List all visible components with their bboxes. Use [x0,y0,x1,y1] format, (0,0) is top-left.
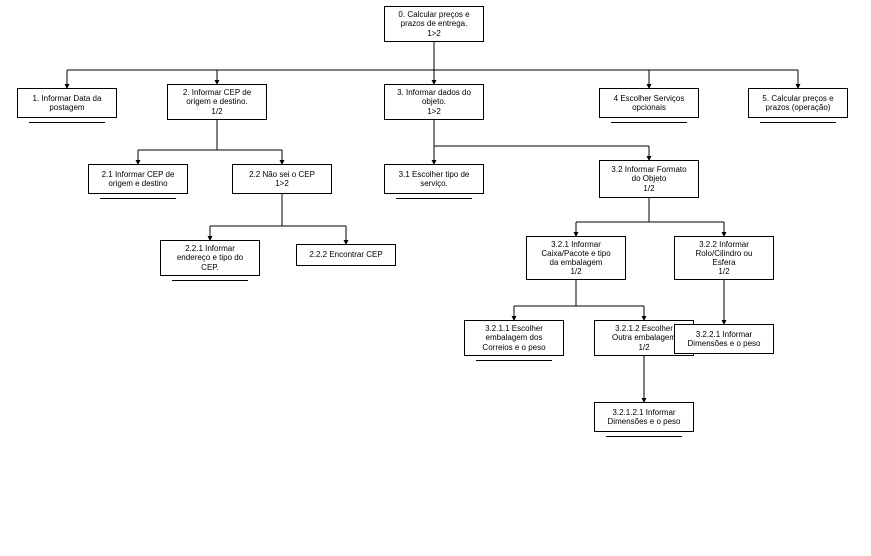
node-n321: 3.2.1 Informar Caixa/Pacote e tipo da em… [526,236,626,280]
node-n3221: 3.2.2.1 Informar Dimensões e o peso [674,324,774,354]
node-n0: 0. Calcular preços e prazos de entrega. … [384,6,484,42]
node-n22: 2.2 Não sei o CEP 1>2 [232,164,332,194]
node-label: 2.1 Informar CEP de origem e destino [102,170,175,188]
node-label: 3.2.1.2 Escolher Outra embalagem 1/2 [612,324,676,352]
node-n4: 4 Escolher Serviços opcionais [599,88,699,118]
node-n3211: 3.2.1.1 Escolher embalagem dos Correios … [464,320,564,356]
node-n3: 3. Informar dados do objeto. 1>2 [384,84,484,120]
node-n5: 5. Calcular preços e prazos (operação) [748,88,848,118]
node-n31: 3.1 Escolher tipo de serviço. [384,164,484,194]
node-label: 1. Informar Data da postagem [33,94,102,112]
node-label: 3.2.2.1 Informar Dimensões e o peso [688,330,761,348]
node-underline [606,436,682,437]
node-underline [29,122,105,123]
node-label: 2. Informar CEP de origem e destino. 1/2 [183,88,251,116]
node-n32: 3.2 Informar Formato do Objeto 1/2 [599,160,699,198]
node-label: 3.2.1 Informar Caixa/Pacote e tipo da em… [541,240,610,277]
node-label: 3.2.2 Informar Rolo/Cilindro ou Esfera 1… [696,240,753,277]
node-label: 4 Escolher Serviços opcionais [614,94,685,112]
node-label: 5. Calcular preços e prazos (operação) [762,94,833,112]
node-label: 2.2 Não sei o CEP 1>2 [249,170,315,188]
node-label: 2.2.1 Informar endereço e tipo do CEP. [177,244,243,272]
node-label: 3. Informar dados do objeto. 1>2 [397,88,471,116]
node-label: 3.2.1.1 Escolher embalagem dos Correios … [482,324,545,352]
node-label: 2.2.2 Encontrar CEP [309,250,382,259]
node-n222: 2.2.2 Encontrar CEP [296,244,396,266]
node-underline [172,280,248,281]
node-underline [611,122,687,123]
node-underline [396,198,472,199]
node-label: 3.1 Escolher tipo de serviço. [399,170,470,188]
node-n2: 2. Informar CEP de origem e destino. 1/2 [167,84,267,120]
node-underline [760,122,836,123]
diagram-canvas: 0. Calcular preços e prazos de entrega. … [0,0,871,556]
node-label: 3.2.1.2.1 Informar Dimensões e o peso [608,408,681,426]
node-label: 3.2 Informar Formato do Objeto 1/2 [611,165,686,193]
node-underline [476,360,552,361]
node-n221: 2.2.1 Informar endereço e tipo do CEP. [160,240,260,276]
node-n21: 2.1 Informar CEP de origem e destino [88,164,188,194]
node-n322: 3.2.2 Informar Rolo/Cilindro ou Esfera 1… [674,236,774,280]
node-underline [100,198,176,199]
node-n32121: 3.2.1.2.1 Informar Dimensões e o peso [594,402,694,432]
node-n1: 1. Informar Data da postagem [17,88,117,118]
node-label: 0. Calcular preços e prazos de entrega. … [398,10,469,38]
